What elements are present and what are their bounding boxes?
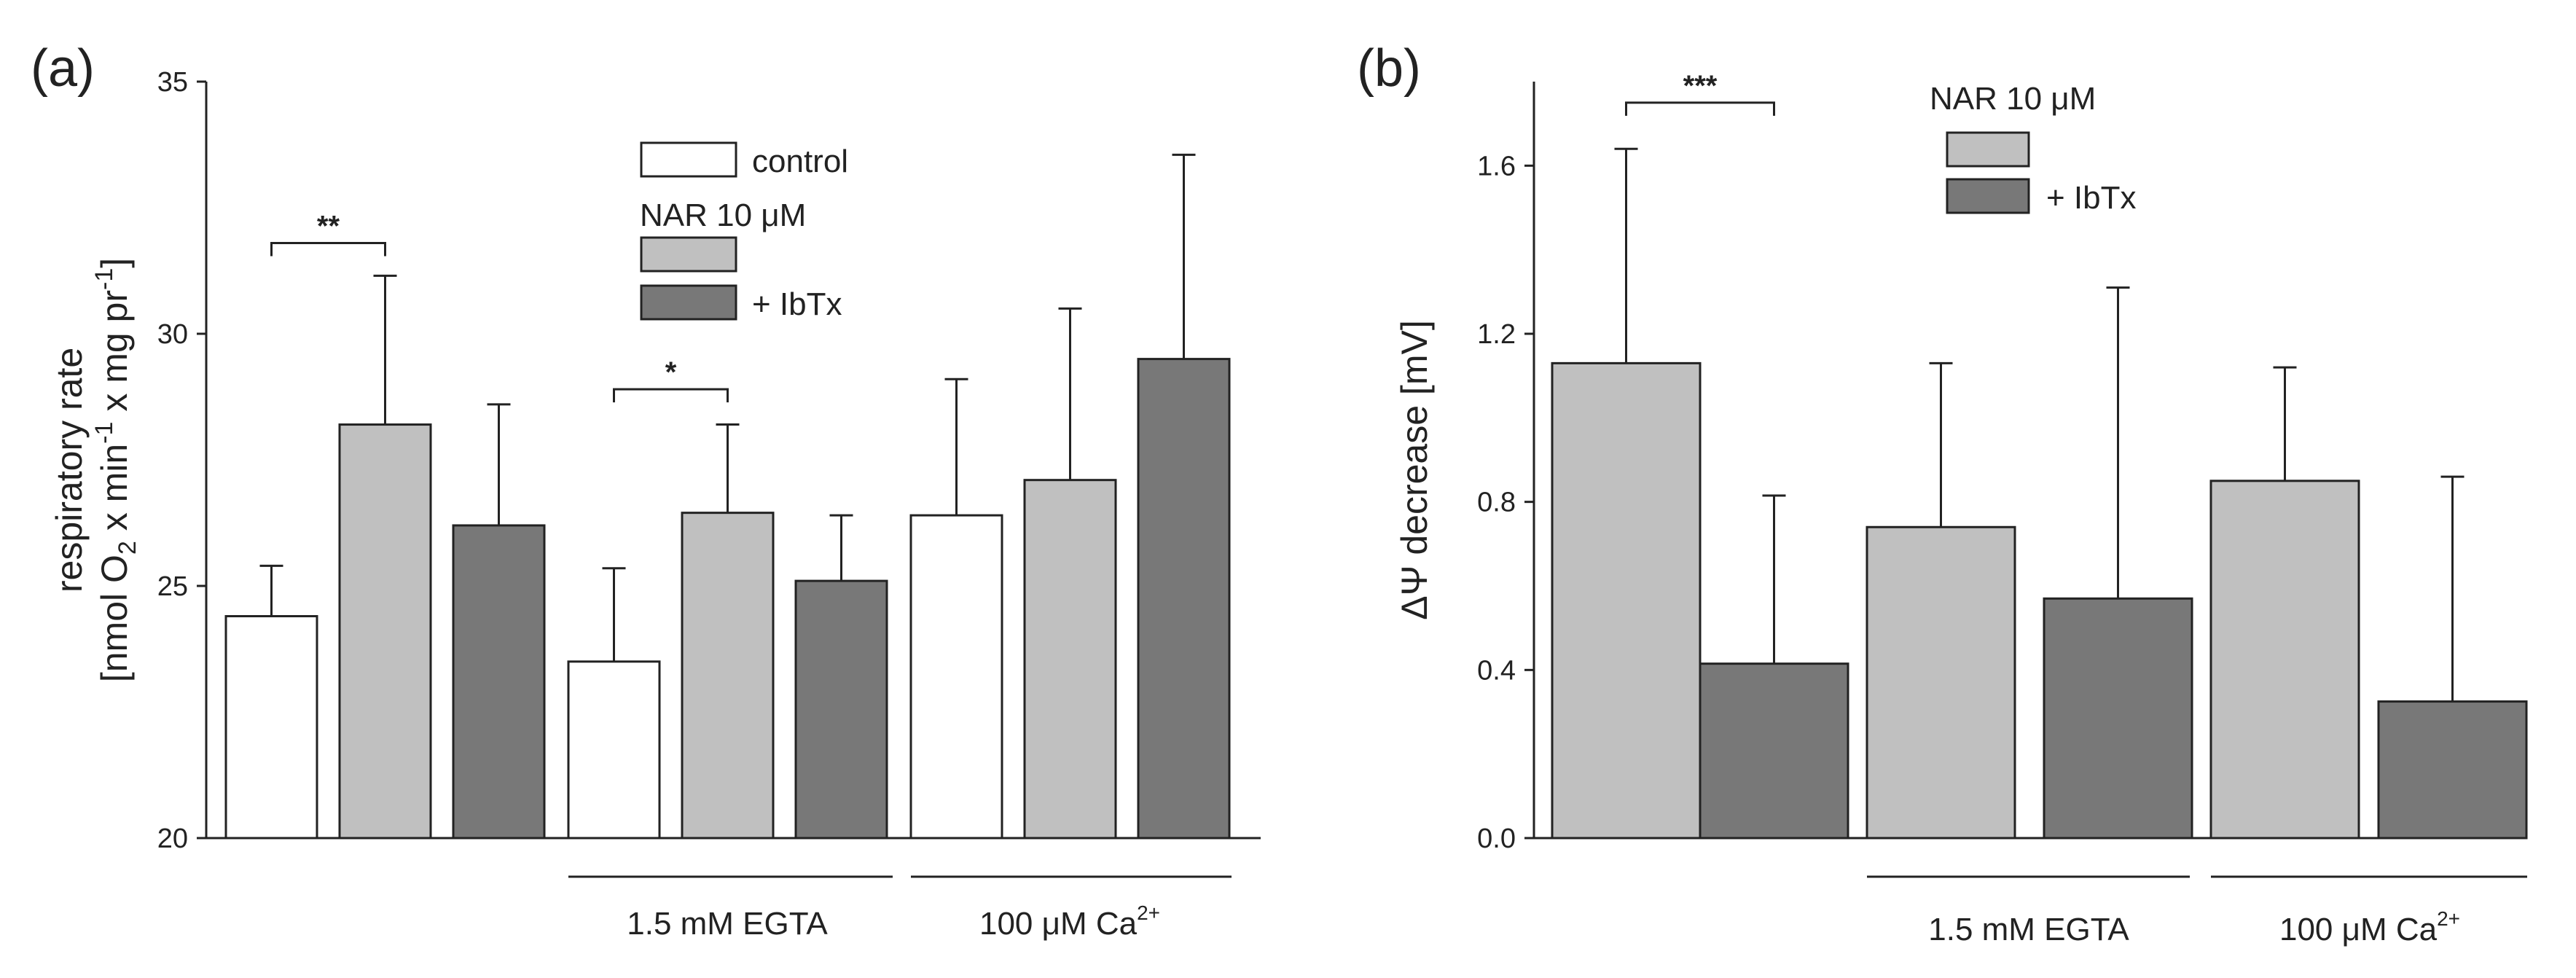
panel-b-bars [1551, 361, 2528, 840]
significance-label: * [665, 356, 677, 388]
error-bar-ibtx-g2 [1172, 153, 1196, 359]
error-bar-ibtx-g1 [829, 514, 853, 582]
y-tick-label: 1.6 [1477, 151, 1516, 181]
legend-label-control: control [752, 144, 848, 179]
panel-b-error-bars [1614, 147, 2465, 702]
error-bar-nar-g0 [1614, 147, 1638, 364]
group-label-egta: 1.5 mM EGTA [1928, 912, 2129, 947]
group-label-ca: 100 μM Ca2+ [979, 901, 1160, 942]
bar-ibtx-g0 [1699, 662, 1849, 840]
group-label-egta: 1.5 mM EGTA [627, 906, 828, 942]
panel-a-significance: ** * [270, 210, 729, 403]
bar-nar-g2 [2209, 480, 2360, 840]
y-tick-label: 30 [157, 319, 188, 350]
y-tick-label: 1.2 [1477, 319, 1516, 350]
bar-ibtx-g2 [2377, 700, 2528, 840]
bar-control-g0 [224, 615, 318, 840]
significance-label: *** [1683, 70, 1718, 102]
bar-ibtx-g2 [1137, 358, 1231, 840]
panel-b-significance: *** [1625, 70, 1775, 116]
legend-swatch-control [640, 141, 737, 178]
panel-b-label: (b) [1357, 39, 1421, 98]
panel-a-y-axis-title: respiratory rate [nmol O2 x min-1 x mg p… [49, 258, 141, 682]
y-axis-title: ΔΨ decrease [mV] [1394, 320, 1435, 619]
error-bar-nar-g1 [716, 423, 740, 513]
panel-a-label: (a) [31, 39, 95, 98]
error-bar-control-g2 [944, 377, 968, 516]
y-tick-label: 0.4 [1477, 655, 1516, 686]
y-tick-label: 35 [157, 67, 188, 98]
group-label-ca: 100 μM Ca2+ [2279, 907, 2460, 947]
legend-swatch-ibtx [1946, 178, 2030, 214]
error-bar-nar-g0 [373, 274, 397, 425]
bar-ibtx-g1 [2043, 597, 2193, 840]
legend-label-ibtx: + IbTx [752, 286, 842, 322]
panel-b-y-axis-title: ΔΨ decrease [mV] [1394, 320, 1435, 619]
panel-b-legend: NAR 10 μM + IbTx [1930, 81, 2137, 216]
bar-nar-g2 [1023, 479, 1117, 840]
bar-nar-g1 [1866, 525, 2016, 840]
bar-nar-g0 [1551, 361, 1702, 840]
bar-ibtx-g0 [452, 524, 546, 840]
panel-b-y-ticks: 0.0 0.4 0.8 1.2 1.6 [1477, 151, 1534, 854]
y-tick-label: 0.0 [1477, 824, 1516, 854]
y-tick-label: 25 [157, 571, 188, 602]
panel-a-chart: (a) respiratory rate [nmol O2 x min-1 x … [31, 39, 1261, 942]
error-bar-nar-g1 [1929, 361, 1953, 528]
panel-a-error-bars [259, 153, 1196, 662]
error-bar-control-g1 [602, 567, 626, 662]
error-bar-ibtx-g2 [2440, 475, 2465, 702]
panel-b-chart: (b) ΔΨ decrease [mV] 0.0 0.4 0.8 1.2 1.6 [1357, 39, 2528, 947]
y-axis-title-line2: [nmol O2 x min-1 x mg pr-1] [90, 258, 141, 682]
significance-bracket [270, 241, 386, 257]
significance-bracket [1625, 101, 1775, 116]
error-bar-nar-g2 [2273, 366, 2297, 481]
legend-group-title: NAR 10 μM [640, 197, 806, 233]
legend-group-title: NAR 10 μM [1930, 81, 2096, 117]
y-tick-label: 0.8 [1477, 488, 1516, 518]
legend-swatch-ibtx [640, 284, 737, 321]
panel-a-y-ticks: 20 25 30 35 [157, 67, 206, 854]
y-axis-title-line1: respiratory rate [49, 348, 90, 592]
bar-ibtx-g1 [794, 579, 888, 840]
significance-label: ** [317, 210, 340, 242]
legend-swatch-nar [640, 236, 737, 273]
significance-bracket [613, 388, 729, 403]
bar-control-g2 [909, 514, 1003, 840]
legend-label-ibtx: + IbTx [2046, 180, 2137, 216]
error-bar-ibtx-g0 [1762, 494, 1786, 664]
bar-nar-g0 [338, 423, 432, 840]
error-bar-control-g0 [259, 564, 283, 617]
y-tick-label: 20 [157, 824, 188, 854]
error-bar-ibtx-g1 [2106, 286, 2130, 599]
bar-control-g1 [567, 660, 661, 840]
legend-swatch-nar [1946, 131, 2030, 168]
error-bar-nar-g2 [1058, 307, 1082, 480]
panel-a-legend: control NAR 10 μM + IbTx [640, 141, 848, 322]
bar-nar-g1 [681, 512, 775, 840]
error-bar-ibtx-g0 [487, 403, 511, 525]
